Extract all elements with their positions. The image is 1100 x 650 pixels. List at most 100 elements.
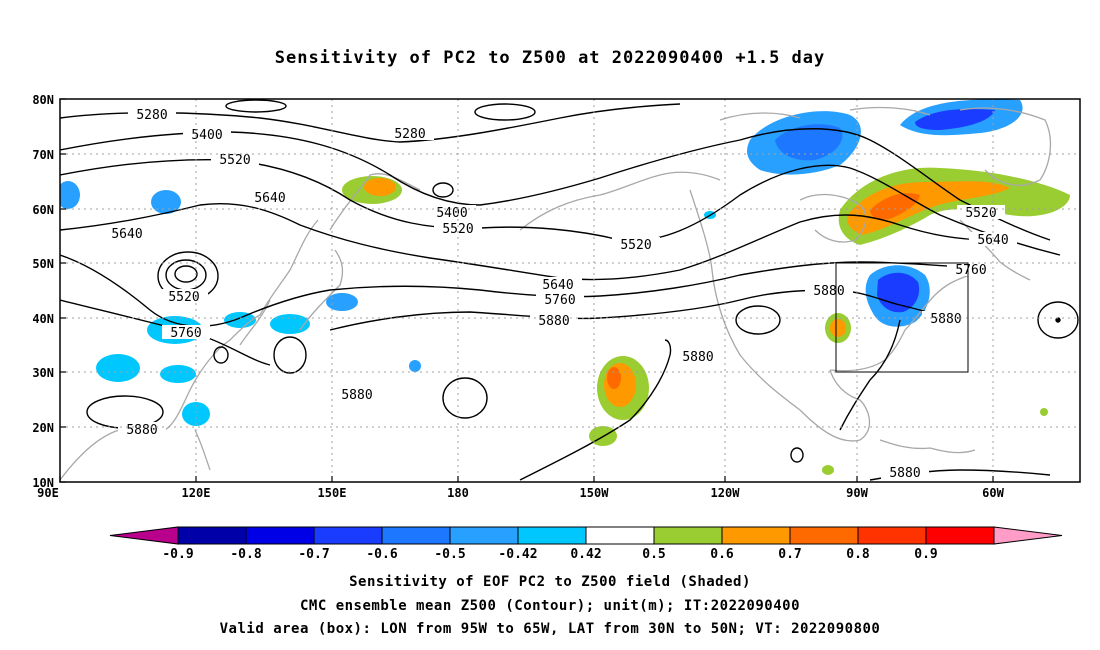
- contour-closed-505: [474, 103, 536, 121]
- colorbar-label: 0.9: [914, 547, 937, 562]
- colorbar-swatch: [653, 526, 723, 545]
- contour-closed-280: [273, 336, 307, 374]
- colorbar-swatch: [313, 526, 383, 545]
- plot-frame: [59, 98, 1081, 483]
- contour-5400: [60, 128, 1051, 241]
- lat-label-30n: 30N: [32, 366, 54, 380]
- colorbar-min-extension: [109, 526, 179, 545]
- colorbar: -0.9 -0.8 -0.7 -0.6 -0.5 -0.42 0.42 0.5 0.6 0.7 0.…: [109, 526, 1063, 562]
- caption-line-3: Valid area (box): LON from 95W to 65W, L…: [219, 621, 881, 637]
- lon-label-120w: 120W: [711, 486, 741, 500]
- contour-label-5640-b: 5640: [111, 227, 142, 242]
- contour-label-5280-b: 5280: [394, 127, 425, 142]
- valid-area-box: [835, 262, 969, 373]
- coast-na-west: [689, 189, 801, 411]
- colorbar-swatch: [925, 526, 995, 545]
- coast-mexico: [799, 369, 871, 442]
- coast-gulf: [829, 274, 971, 372]
- lat-label-20n: 20N: [32, 421, 54, 435]
- lon-label-150e: 150E: [318, 486, 347, 500]
- coast-caribbean: [879, 439, 976, 454]
- colorbar-label: 0.5: [642, 547, 665, 562]
- coast-arctic-islands: [719, 106, 931, 121]
- contour-label-5880-c: 5880: [930, 312, 961, 327]
- coast-korea-japan: [239, 249, 344, 346]
- lat-label-10n: 10N: [32, 476, 54, 490]
- lat-label-60n: 60N: [32, 203, 54, 217]
- contour-label-5400-b: 5400: [436, 206, 467, 221]
- contour-low-inner-1: [165, 259, 207, 291]
- shade-positive-small-2: [822, 465, 834, 475]
- shade-positive-gulf-core: [830, 319, 846, 337]
- contour-5280-a: [60, 103, 681, 143]
- lon-label-90w: 90W: [846, 486, 868, 500]
- colorbar-swatch: [857, 526, 927, 545]
- lat-label-50n: 50N: [32, 257, 54, 271]
- colorbar-swatch: [177, 526, 247, 545]
- lon-label-60w: 60W: [982, 486, 1004, 500]
- colorbar-label: -0.5: [434, 547, 465, 562]
- colorbar-label: 0.7: [778, 547, 801, 562]
- colorbar-label: -0.8: [230, 547, 261, 562]
- shade-negative-sea-3: [182, 402, 210, 426]
- lat-label-70n: 70N: [32, 148, 54, 162]
- shade-negative-small-1: [409, 360, 421, 372]
- shade-negative-sea-1: [96, 354, 140, 382]
- height-contours: [60, 99, 1079, 481]
- lon-labels: 90E 120E 150E 180 150W 120W 90W 60W: [37, 486, 1004, 500]
- coast-hudson: [799, 193, 867, 243]
- coast-philippines: [194, 429, 211, 471]
- colorbar-swatch: [789, 526, 859, 545]
- contour-closed-760: [735, 305, 781, 335]
- contour-label-5880-b: 5880: [813, 284, 844, 299]
- contour-label-5760-a: 5760: [170, 326, 201, 341]
- shade-negative-greenland-core: [915, 109, 995, 130]
- caption-line-2: CMC ensemble mean Z500 (Contour); unit(m…: [299, 598, 800, 614]
- contour-dot: [1055, 317, 1061, 323]
- shade-negative-arctic-canada-core: [775, 124, 843, 161]
- contour-label-5880-a: 5880: [538, 314, 569, 329]
- colorbar-swatch: [245, 526, 315, 545]
- contour-label-5520-e: 5520: [168, 290, 199, 305]
- colorbar-swatch: [721, 526, 791, 545]
- colorbar-label: 0.42: [570, 547, 601, 562]
- colorbar-label: -0.42: [498, 547, 537, 562]
- lat-label-80n: 80N: [32, 93, 54, 107]
- contour-label-5520-c: 5520: [620, 238, 651, 253]
- shade-positive-central-pacific-core2: [607, 367, 621, 389]
- contour-label-5760-c: 5760: [955, 263, 986, 278]
- lon-label-150w: 150W: [580, 486, 610, 500]
- contour-label-5880-g: 5880: [889, 466, 920, 481]
- contour-label-5520-b: 5520: [442, 222, 473, 237]
- contour-label-5640-c: 5640: [542, 278, 573, 293]
- contour-5880-d: [839, 319, 901, 431]
- colorbar-swatch: [381, 526, 451, 545]
- contour-5880-b: [519, 339, 672, 481]
- contour-5760: [60, 254, 981, 327]
- contour-closed-220: [213, 346, 229, 364]
- coast-asia: [60, 219, 319, 481]
- colorbar-swatch: [585, 526, 655, 545]
- gridlines: [60, 99, 1080, 482]
- contour-label-5880-d: 5880: [682, 350, 713, 365]
- shade-negative-greatlakes-core: [877, 272, 920, 313]
- colorbar-swatch: [517, 526, 587, 545]
- contour-label-5880-e: 5880: [341, 388, 372, 403]
- lon-label-120e: 120E: [182, 486, 211, 500]
- coast-kamchatka: [329, 173, 421, 231]
- contour-label-5520-d: 5520: [965, 206, 996, 221]
- contour-label-5760-b: 5760: [544, 293, 575, 308]
- colorbar-label: 0.6: [710, 547, 734, 562]
- colorbar-swatch: [449, 526, 519, 545]
- contour-closed-797: [790, 447, 804, 463]
- shade-positive-hudson-red: [870, 193, 920, 220]
- lat-label-40n: 40N: [32, 312, 54, 326]
- colorbar-label: 0.8: [846, 547, 870, 562]
- shade-positive-small-1: [1040, 408, 1048, 416]
- contour-closed-255: [225, 99, 287, 113]
- shade-negative-sea-2: [160, 365, 196, 383]
- contour-low-inner-2: [174, 265, 198, 283]
- map-title: Sensitivity of PC2 to Z500 at 2022090400…: [274, 48, 826, 68]
- caption-line-1: Sensitivity of EOF PC2 to Z500 field (Sh…: [349, 574, 751, 590]
